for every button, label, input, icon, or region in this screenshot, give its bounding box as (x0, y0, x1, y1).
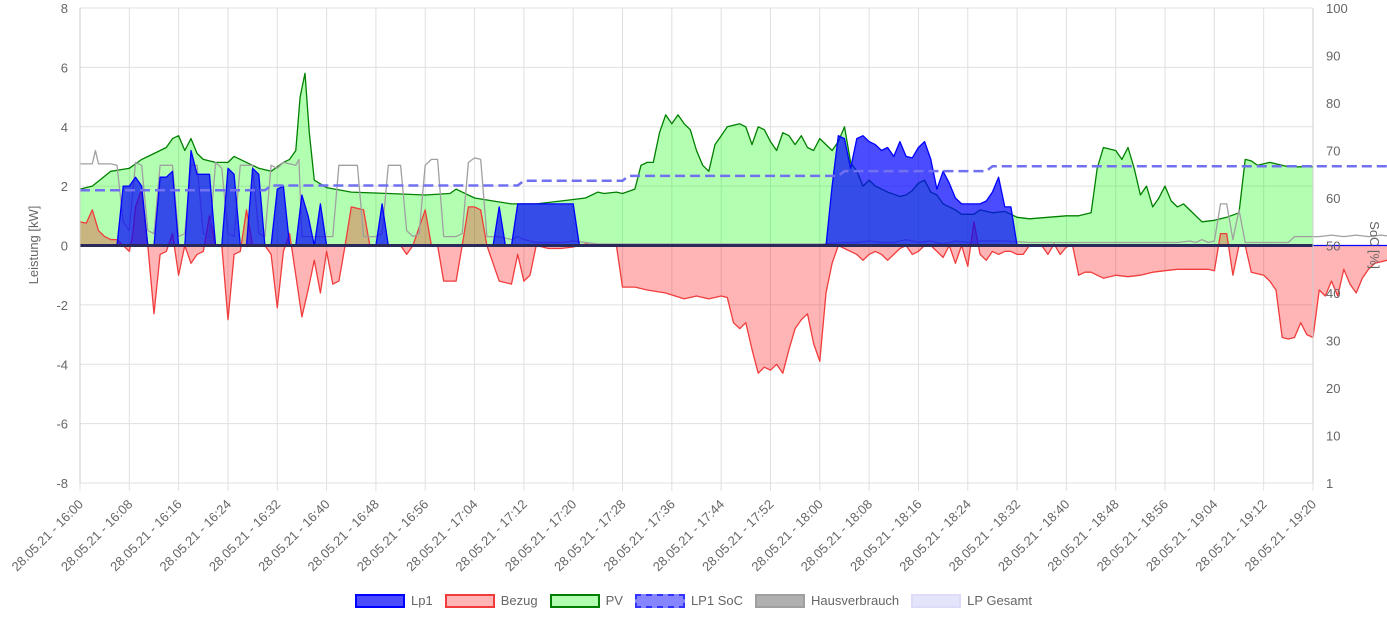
legend-label: LP Gesamt (967, 593, 1032, 608)
legend-label: Hausverbrauch (811, 593, 900, 608)
y-tick-label-right: 90 (1326, 49, 1340, 64)
legend-label: Lp1 (411, 593, 433, 608)
y-tick-label-right: 30 (1326, 334, 1340, 349)
y-tick-label-right: 40 (1326, 286, 1340, 301)
y-tick-label-right: 10 (1326, 429, 1340, 444)
series-area-lp1 (80, 135, 1387, 246)
series-line-bezug (79, 188, 1387, 374)
y-tick-label-left: -2 (56, 298, 68, 313)
legend-item[interactable]: Lp1 (355, 593, 433, 608)
legend-label: LP1 SoC (690, 593, 743, 608)
y-axis-left-title: Leistung [kW] (26, 206, 41, 285)
legend-swatch (911, 593, 962, 608)
legend-swatch (755, 593, 805, 608)
series-area-pv (80, 73, 1313, 246)
y-tick-label-left: -6 (56, 417, 68, 432)
y-axis-right-title: SoC [%] (1367, 221, 1382, 269)
legend-item[interactable]: PV (549, 593, 623, 608)
series-area-bezug (80, 189, 1387, 374)
legend-swatch (634, 593, 685, 608)
y-tick-label-left: -8 (56, 476, 68, 491)
legend-item[interactable]: LP1 SoC (634, 593, 743, 608)
y-tick-label-right: 80 (1326, 96, 1340, 111)
y-tick-label-left: 6 (61, 60, 68, 75)
power-chart: 86420-2-4-6-8100908070605040302010128.05… (9, 1, 1387, 574)
legend: Lp1 Bezug PV LP1 SoC Hausverbrauch LP Gesamt (0, 593, 1387, 608)
legend-swatch (444, 593, 495, 608)
y-tick-label-right: 20 (1326, 381, 1340, 396)
y-tick-label-left: -4 (56, 357, 68, 372)
series-layer (79, 72, 1387, 374)
y-tick-label-right: 60 (1326, 191, 1340, 206)
y-tick-label-right: 50 (1326, 239, 1340, 254)
y-tick-label-right: 70 (1326, 144, 1340, 159)
y-tick-label-left: 8 (61, 1, 68, 16)
legend-item[interactable]: Bezug (444, 593, 538, 608)
legend-swatch (549, 593, 600, 608)
series-line-lp1-soc (80, 165, 1387, 192)
legend-label: PV (605, 593, 623, 608)
grid (79, 7, 1314, 491)
legend-item[interactable]: Hausverbrauch (755, 593, 899, 608)
y-tick-label-left: 0 (61, 239, 68, 254)
y-tick-label-right: 100 (1326, 1, 1348, 16)
legend-label: Bezug (500, 593, 538, 608)
legend-item[interactable]: LP Gesamt (911, 593, 1032, 608)
legend-swatch (355, 593, 406, 608)
y-tick-label-right: 1 (1326, 476, 1333, 491)
y-tick-label-left: 4 (61, 120, 68, 135)
series-line-pv (79, 72, 1313, 223)
y-tick-label-left: 2 (61, 179, 68, 194)
